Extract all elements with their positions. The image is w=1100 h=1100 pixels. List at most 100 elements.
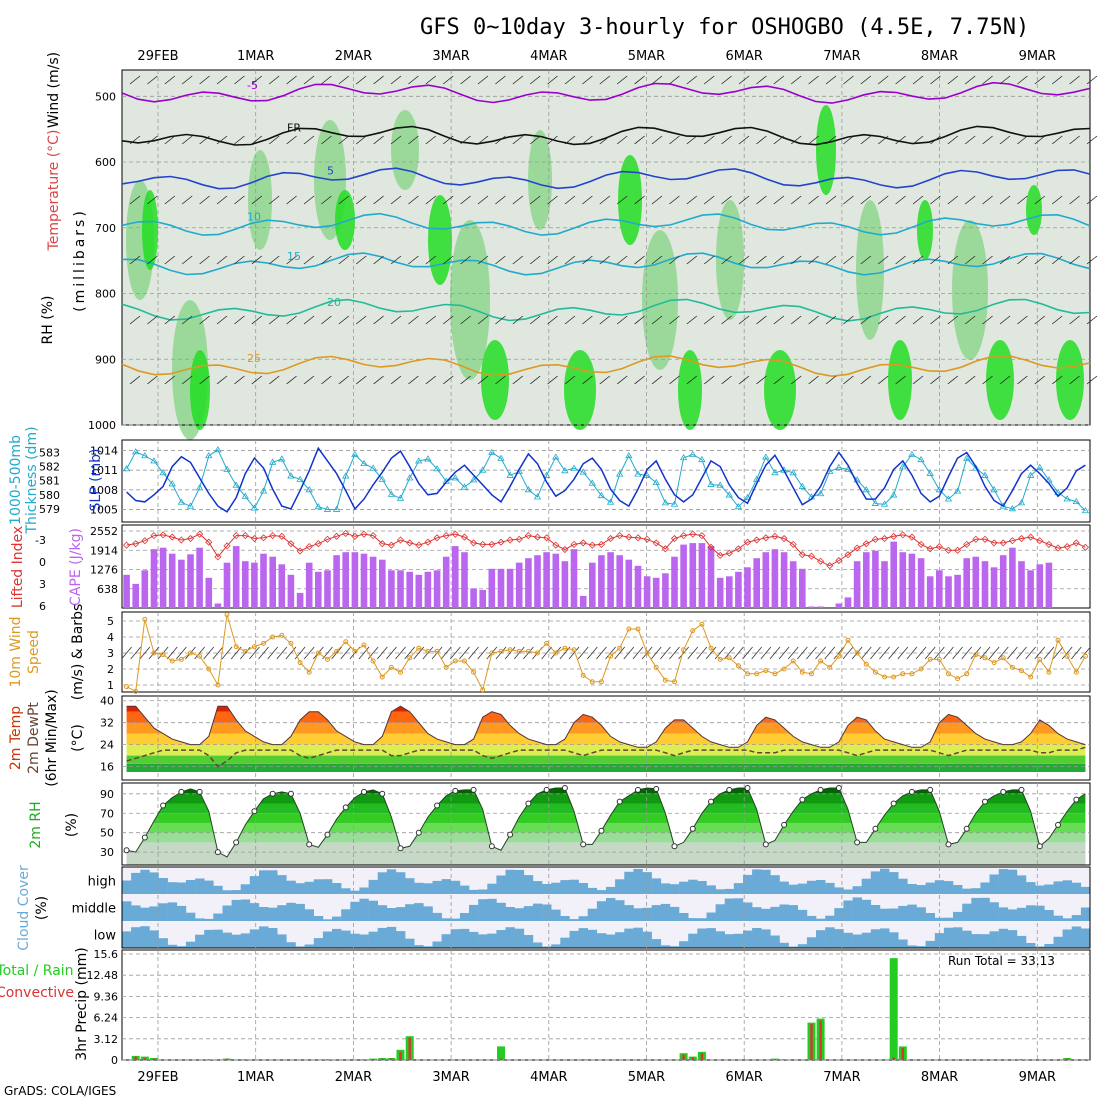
date-tick-label: 7MAR: [823, 49, 860, 64]
cape-bar: [671, 556, 678, 608]
cloud-cell: [441, 934, 451, 948]
cloud-cell: [569, 930, 579, 948]
wind10m-barb: [806, 646, 817, 660]
slp-point: [835, 463, 843, 470]
cloud-cell: [332, 916, 342, 921]
rh-shade: [986, 340, 1014, 420]
wind10m-point: [343, 639, 349, 645]
wind-barb: [199, 315, 210, 325]
wind-barb: [999, 255, 1011, 265]
precip-conv-bar: [408, 1037, 411, 1060]
wind-barb: [1086, 135, 1098, 145]
slp-point: [488, 448, 496, 455]
wind-barb: [999, 75, 1011, 85]
wind-barb: [547, 255, 558, 265]
isotherm-line: [121, 212, 1091, 236]
cloud-cell: [943, 881, 954, 894]
wind-barb: [738, 75, 750, 85]
wind10m-point: [1055, 637, 1061, 643]
wind10m-point: [772, 671, 778, 677]
lifted-index-point: [753, 536, 761, 544]
cloud-cell: [587, 908, 598, 921]
cloud-cell: [350, 901, 360, 921]
wind-tick-label: 1: [107, 679, 114, 692]
wind-barb: [1069, 135, 1080, 145]
precip-panel: 0 3.12 6.24 9.36 12.48 15.6 Total / Rain Convec…: [0, 947, 1091, 1067]
cloud-cell: [277, 875, 287, 894]
slp-point: [579, 468, 587, 475]
wind10m-point: [754, 671, 760, 677]
lifted-index-point: [917, 540, 925, 548]
wind-barb: [425, 75, 437, 85]
lifted-index-line: [126, 532, 1086, 567]
wind10m-panel: 1 2 3 4 5 10m Wind Speed (m/s) & Barbs: [8, 604, 1091, 700]
dewpoint-line: [126, 746, 1086, 768]
cloud-cell: [368, 879, 378, 894]
cloud-cell: [140, 926, 150, 948]
cloud-cell: [286, 880, 296, 894]
cloud-cell: [651, 905, 662, 921]
wind-barb: [669, 75, 680, 85]
slp-point: [469, 476, 478, 483]
wind-barb: [495, 375, 506, 385]
wind10m-barb: [943, 646, 954, 660]
cloud-cell: [505, 869, 515, 894]
rh2m-point: [470, 786, 477, 793]
cloud-cell: [295, 946, 305, 948]
cloud-cell: [542, 946, 552, 948]
slp-point: [305, 486, 313, 493]
cloud-cell: [532, 903, 543, 921]
wind-barb: [912, 315, 924, 325]
lifted-index-point: [250, 534, 258, 543]
wind10m-barb: [504, 646, 516, 660]
wind10m-point: [708, 645, 714, 651]
wind-barb: [843, 255, 854, 265]
wind-barb: [251, 195, 263, 205]
cape-bar: [388, 570, 395, 608]
lifted-index-point: [643, 535, 651, 543]
lifted-index-point: [698, 532, 706, 540]
wind10m-barb: [824, 646, 836, 660]
cloud-cell: [377, 872, 388, 894]
temp-band: [126, 755, 1086, 764]
cloud-cell: [231, 934, 241, 948]
rh2m-point: [561, 784, 568, 791]
cloud-cell: [697, 928, 707, 948]
date-tick-label: 3MAR: [432, 49, 469, 64]
wind-barb: [321, 135, 332, 145]
side-label: Thickness (dm): [24, 426, 40, 534]
cloud-cell: [432, 941, 442, 948]
cloud-cell: [998, 907, 1009, 921]
wind-barb: [1017, 255, 1028, 265]
isotherm-label: 5: [327, 164, 334, 177]
wind10m-barb: [1070, 646, 1082, 660]
wind-barb: [1086, 255, 1098, 265]
wind10m-point: [936, 656, 942, 662]
wind-barb: [738, 255, 750, 265]
wind-barb: [1069, 195, 1080, 205]
slp-point: [963, 454, 971, 461]
cape-bar: [771, 549, 779, 608]
lifted-index-point: [561, 545, 569, 554]
temp2m-panel: 16 24 32 40 2m Temp 2m DewPt (6hr Min/Max) (°C): [8, 689, 1091, 787]
cloud-cell: [651, 939, 662, 948]
temp-unit-label: (°C): [70, 724, 86, 752]
cloud-cell: [249, 876, 260, 894]
wind10m-point: [1073, 669, 1079, 675]
wind-barb: [216, 255, 228, 265]
wind10m-point: [334, 648, 340, 654]
wind-barb: [1017, 195, 1028, 205]
cloud-cell: [341, 909, 351, 921]
cape-bar: [196, 547, 203, 608]
rh2m-point: [689, 825, 696, 832]
wind-barb: [721, 375, 732, 385]
slp-point: [661, 499, 670, 506]
cloud-cell: [697, 881, 707, 894]
wind-barb: [790, 315, 802, 325]
cloud-cell: [122, 880, 132, 894]
wind-barb: [373, 195, 384, 205]
cloud-cell: [770, 875, 780, 894]
cloud-cell: [889, 932, 899, 948]
date-tick-label: 5MAR: [628, 1070, 665, 1085]
lifted-index-point: [287, 540, 295, 548]
